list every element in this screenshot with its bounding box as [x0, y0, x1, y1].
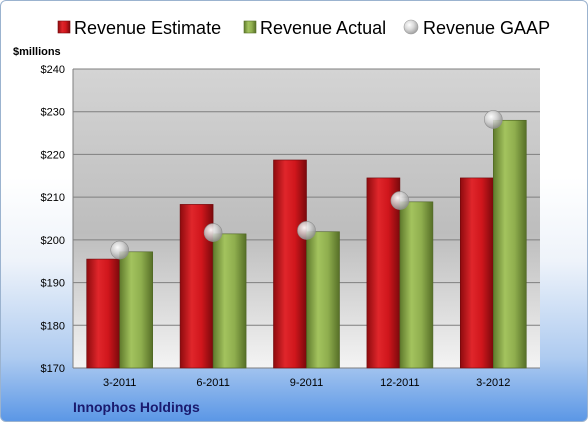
y-tick-label: $230 [41, 107, 65, 119]
x-tick-label: 12-2011 [380, 377, 420, 389]
legend-swatch-estimate [57, 20, 71, 34]
y-tick-label: $170 [41, 363, 65, 375]
legend-label-gaap: Revenue GAAP [423, 18, 550, 38]
legend-label-actual: Revenue Actual [260, 18, 386, 38]
legend-label-estimate: Revenue Estimate [74, 18, 221, 38]
bar-actual-6-2011 [212, 233, 247, 369]
y-tick-label: $200 [41, 235, 65, 247]
y-tick-label: $240 [41, 64, 65, 76]
y-tick-label: $220 [41, 149, 65, 161]
marker-gaap-9-2011 [297, 221, 316, 240]
bar-estimate-12-2011 [366, 177, 401, 369]
y-tick-label: $190 [41, 278, 65, 290]
legend-swatch-gaap [403, 19, 419, 35]
legend-item-estimate: Revenue Estimate [57, 18, 221, 38]
marker-gaap-12-2011 [390, 191, 410, 210]
bar-estimate-9-2011 [273, 159, 307, 369]
company-name: Innophos Holdings [73, 399, 200, 415]
marker-gaap-6-2011 [203, 223, 223, 242]
x-tick-label: 9-2011 [290, 377, 323, 389]
y-axis-ticks: $170 $180 $190 $200 $210 $220 $230 $240 [41, 64, 65, 375]
y-tick-label: $180 [41, 320, 65, 332]
x-tick-label: 6-2011 [196, 377, 229, 389]
x-tick-label: 3-2011 [103, 377, 136, 389]
gaap-markers [110, 110, 503, 260]
legend: Revenue Estimate Revenue Actual Revenue … [57, 18, 550, 38]
legend-item-gaap: Revenue GAAP [403, 18, 550, 38]
bar-actual-12-2011 [399, 201, 434, 369]
marker-gaap-3-2011 [110, 240, 129, 260]
bar-actual-9-2011 [306, 231, 340, 369]
bar-estimate-3-2011 [86, 258, 120, 369]
bar-actual-3-2012 [492, 119, 527, 369]
y-tick-label: $210 [41, 192, 65, 204]
bar-estimate-3-2012 [459, 177, 494, 369]
legend-item-actual: Revenue Actual [243, 18, 386, 38]
bar-actual-3-2011 [119, 251, 153, 369]
y-unit-label: $millions [13, 46, 61, 58]
marker-gaap-3-2012 [483, 110, 503, 129]
x-axis-ticks: 3-2011 6-2011 9-2011 12-2011 3-2012 [103, 377, 510, 389]
x-tick-label: 3-2012 [476, 377, 510, 389]
legend-swatch-actual [243, 20, 257, 34]
